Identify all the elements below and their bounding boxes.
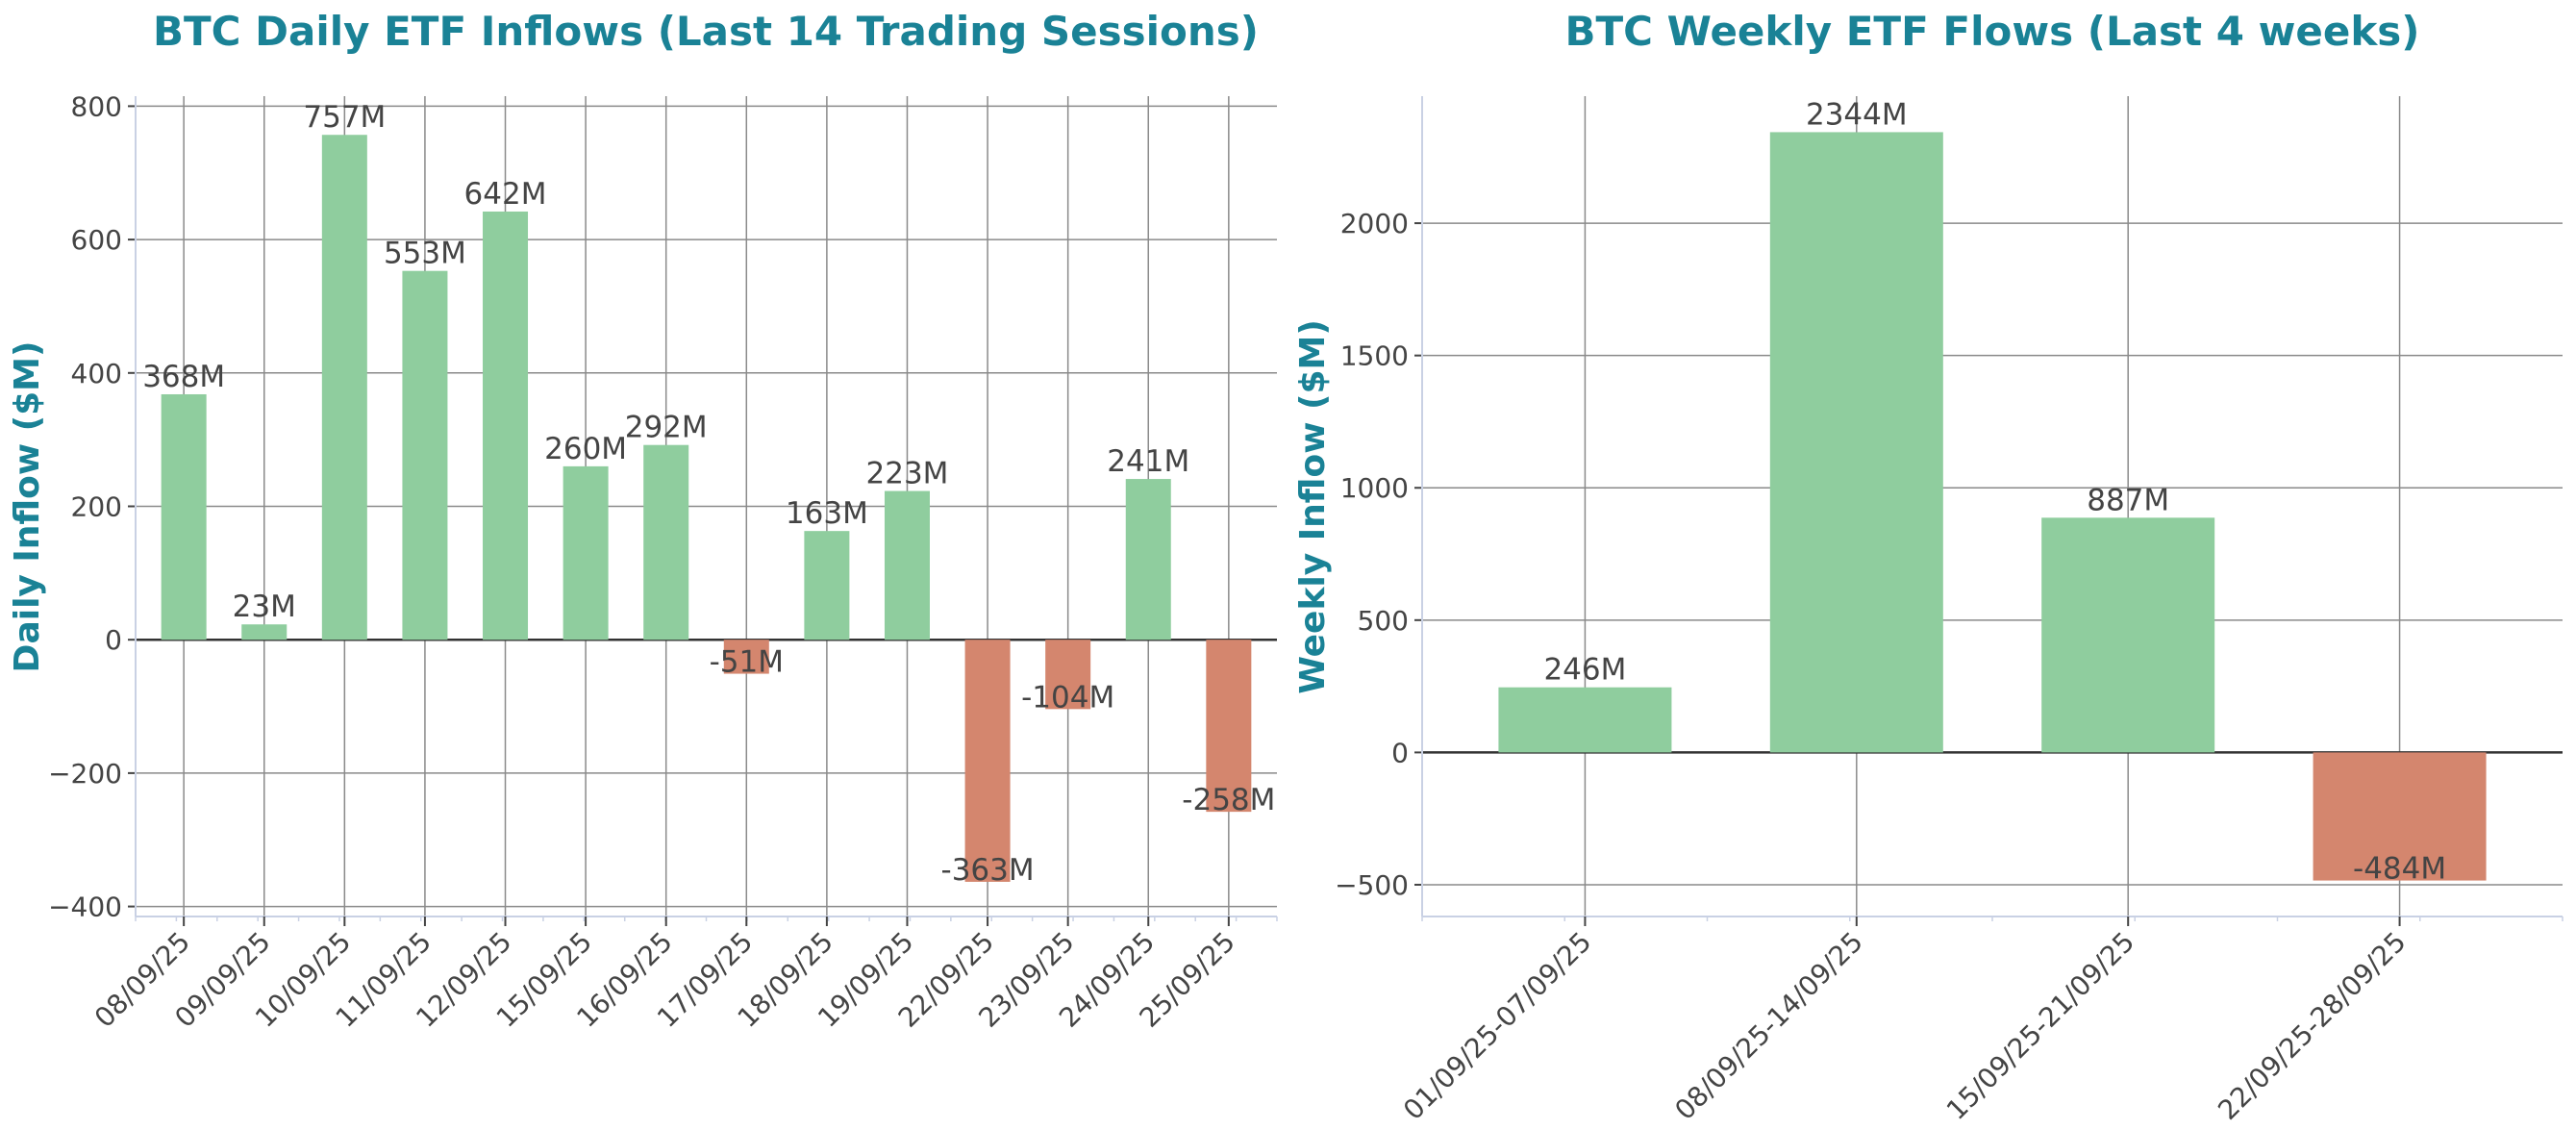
y-tick-label: 2000 — [1340, 208, 1409, 239]
bar-22-09-25 — [964, 640, 1011, 882]
bar-25-09-25 — [1206, 640, 1252, 813]
bar-value-label: 223M — [866, 457, 949, 491]
bar-value-label: 241M — [1107, 444, 1189, 479]
bar-value-label: 642M — [464, 177, 547, 212]
bar-value-label: 260M — [544, 432, 627, 466]
y-tick-label: −200 — [48, 758, 122, 790]
daily-chart-grid — [136, 96, 1277, 917]
bar-value-label: 2344M — [1806, 97, 1908, 132]
bar-19-09-25 — [884, 490, 930, 640]
weekly-chart-bar-labels: 246M 2344M 887M -484M — [1543, 97, 2446, 886]
bar-24-09-25 — [1125, 479, 1171, 640]
bar-15-09-25 — [563, 465, 609, 640]
bar-17-09-25 — [723, 640, 769, 674]
y-tick-label: 600 — [71, 224, 122, 256]
bar-value-label: 292M — [625, 411, 708, 445]
bar-18-09-25 — [804, 531, 850, 640]
bar-value-label: 246M — [1543, 653, 1626, 688]
y-tick-label: 800 — [71, 90, 122, 122]
daily-chart-y-axis-label: Daily Inflow ($M) — [8, 341, 47, 673]
bar-value-label: 368M — [142, 360, 225, 394]
daily-inflows-chart: BTC Daily ETF Inflows (Last 14 Trading S… — [8, 8, 1278, 1034]
weekly-chart-y-axis-label: Weekly Inflow ($M) — [1293, 319, 1333, 694]
y-tick-label: −400 — [48, 891, 122, 923]
bar-value-label: 757M — [303, 100, 386, 135]
bar-value-label: -104M — [1021, 680, 1114, 715]
bar-11-09-25 — [402, 270, 448, 640]
y-tick-label: 1500 — [1340, 340, 1409, 372]
bar-10-09-25 — [321, 135, 367, 640]
bar-value-label: -484M — [2353, 852, 2446, 887]
weekly-chart-bars — [1498, 132, 2487, 881]
y-tick-label: −500 — [1335, 869, 1409, 901]
weekly-flows-chart: BTC Weekly ETF Flows (Last 4 weeks) Week… — [1293, 8, 2563, 1126]
y-tick-label: 0 — [105, 624, 122, 656]
bar-value-label: 23M — [233, 590, 296, 624]
x-tick-label: 22/09/25-28/09/25 — [2212, 926, 2412, 1126]
bar-value-label: 553M — [384, 237, 466, 271]
bar-01-09-25-07-09-25 — [1498, 687, 1672, 753]
bar-09-09-25 — [241, 624, 288, 640]
bar-08-09-25 — [161, 393, 207, 640]
y-tick-label: 0 — [1391, 737, 1409, 768]
bar-value-label: -258M — [1182, 783, 1275, 817]
bar-12-09-25 — [483, 211, 529, 640]
bar-22-09-25-28-09-25 — [2313, 752, 2487, 881]
daily-chart-bars — [161, 135, 1252, 882]
bar-value-label: -51M — [710, 645, 784, 680]
y-tick-label: 1000 — [1340, 472, 1409, 504]
bar-23-09-25 — [1045, 640, 1091, 710]
y-tick-label: 500 — [1358, 605, 1409, 637]
x-tick-label: 15/09/25-21/09/25 — [1940, 926, 2140, 1126]
bar-15-09-25-21-09-25 — [2041, 517, 2215, 753]
bar-value-label: -363M — [941, 853, 1035, 888]
bar-value-label: 887M — [2087, 483, 2169, 517]
bar-08-09-25-14-09-25 — [1769, 132, 1943, 753]
weekly-chart-axes: −500 0 500 1000 1500 2000 01/09/25-07/09/25 08/… — [1335, 96, 2563, 1126]
daily-chart-title: BTC Daily ETF Inflows (Last 14 Trading S… — [153, 8, 1259, 55]
bar-value-label: 163M — [786, 496, 868, 531]
x-tick-label: 08/09/25-14/09/25 — [1668, 926, 1868, 1126]
y-tick-label: 200 — [71, 491, 122, 523]
weekly-chart-title: BTC Weekly ETF Flows (Last 4 weeks) — [1565, 8, 2420, 55]
bar-16-09-25 — [643, 444, 689, 640]
y-tick-label: 400 — [71, 358, 122, 389]
x-tick-label: 01/09/25-07/09/25 — [1397, 926, 1597, 1126]
